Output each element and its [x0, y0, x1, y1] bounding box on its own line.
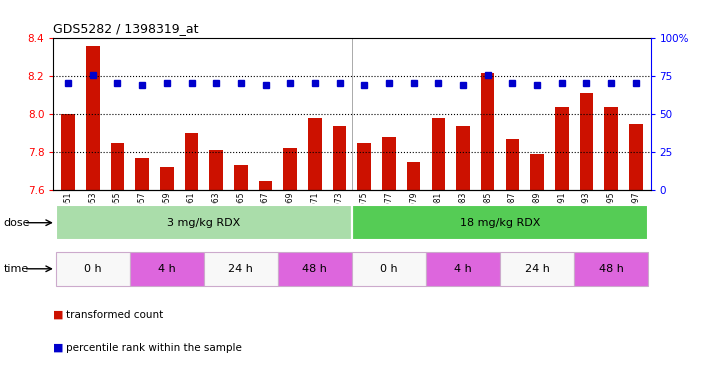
Text: 3 mg/kg RDX: 3 mg/kg RDX — [167, 218, 240, 228]
Text: 24 h: 24 h — [228, 264, 253, 274]
Bar — [555, 107, 569, 190]
Bar — [500, 252, 574, 286]
Bar — [86, 46, 100, 190]
Bar — [579, 93, 593, 190]
Bar — [604, 107, 618, 190]
Text: 24 h: 24 h — [525, 264, 550, 274]
Bar — [481, 73, 494, 190]
Bar — [111, 143, 124, 190]
Bar — [383, 137, 396, 190]
Bar — [185, 133, 198, 190]
Text: 4 h: 4 h — [454, 264, 472, 274]
Bar — [135, 158, 149, 190]
Bar — [574, 252, 648, 286]
Text: dose: dose — [4, 218, 30, 228]
Bar — [426, 252, 500, 286]
Bar — [55, 252, 130, 286]
Bar — [284, 148, 297, 190]
Bar — [308, 118, 321, 190]
Bar — [234, 166, 247, 190]
Text: percentile rank within the sample: percentile rank within the sample — [66, 343, 242, 353]
Bar — [61, 114, 75, 190]
Bar — [278, 252, 352, 286]
Bar — [629, 124, 643, 190]
Bar — [160, 167, 173, 190]
Text: 18 mg/kg RDX: 18 mg/kg RDX — [460, 218, 540, 228]
Bar — [333, 126, 346, 190]
Text: GDS5282 / 1398319_at: GDS5282 / 1398319_at — [53, 22, 199, 35]
Text: 0 h: 0 h — [380, 264, 397, 274]
Bar — [259, 180, 272, 190]
Bar — [432, 118, 445, 190]
Text: 48 h: 48 h — [302, 264, 327, 274]
Bar — [130, 252, 204, 286]
Bar — [407, 162, 420, 190]
Text: ■: ■ — [53, 343, 68, 353]
Text: 4 h: 4 h — [158, 264, 176, 274]
Bar — [352, 205, 648, 240]
Text: time: time — [4, 264, 29, 274]
Text: 0 h: 0 h — [84, 264, 102, 274]
Bar — [210, 150, 223, 190]
Bar — [352, 252, 426, 286]
Bar — [506, 139, 519, 190]
Text: ■: ■ — [53, 310, 68, 320]
Text: 48 h: 48 h — [599, 264, 624, 274]
Bar — [358, 143, 371, 190]
Bar — [55, 205, 352, 240]
Bar — [530, 154, 544, 190]
Bar — [204, 252, 278, 286]
Text: transformed count: transformed count — [66, 310, 164, 320]
Bar — [456, 126, 470, 190]
